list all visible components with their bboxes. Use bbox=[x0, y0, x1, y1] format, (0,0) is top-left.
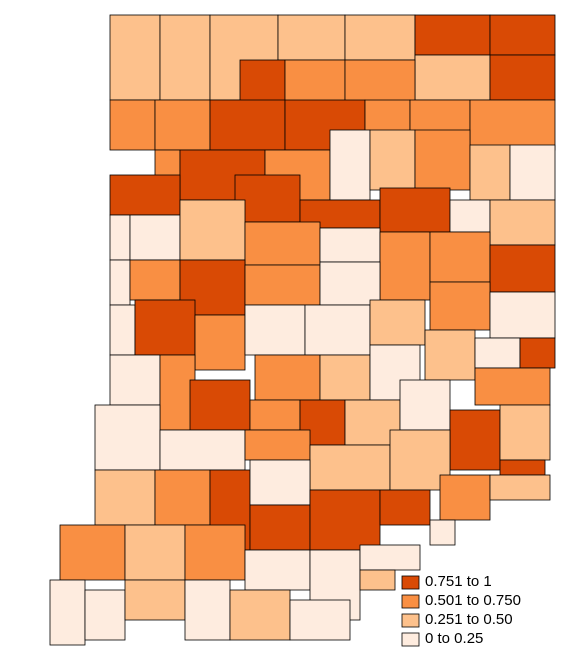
county bbox=[134, 299, 196, 356]
county bbox=[234, 174, 301, 223]
county bbox=[109, 214, 131, 261]
county bbox=[489, 474, 551, 501]
county bbox=[249, 399, 301, 431]
legend-label: 0.751 to 1 bbox=[425, 573, 492, 590]
county bbox=[129, 259, 181, 301]
county bbox=[254, 354, 321, 401]
county bbox=[209, 99, 286, 151]
county bbox=[109, 304, 136, 356]
legend-label: 0.251 to 0.50 bbox=[425, 611, 513, 628]
county bbox=[344, 14, 416, 61]
county bbox=[489, 14, 556, 56]
county bbox=[399, 379, 451, 431]
county bbox=[449, 409, 501, 471]
legend-swatch bbox=[401, 594, 420, 609]
county bbox=[329, 129, 371, 201]
county bbox=[469, 99, 556, 151]
county bbox=[179, 199, 246, 261]
county bbox=[124, 524, 186, 581]
county bbox=[124, 579, 186, 621]
county bbox=[509, 144, 556, 201]
county bbox=[309, 489, 381, 551]
county bbox=[429, 281, 491, 331]
legend-swatch bbox=[401, 632, 420, 647]
county bbox=[319, 227, 381, 263]
legend: 0.751 to 1 0.501 to 0.750 0.251 to 0.50 0 t… bbox=[401, 573, 521, 647]
county bbox=[369, 129, 416, 191]
county bbox=[429, 231, 491, 283]
county bbox=[184, 524, 246, 581]
county bbox=[319, 261, 381, 306]
county bbox=[159, 429, 246, 471]
county bbox=[249, 459, 311, 506]
county bbox=[489, 199, 556, 246]
county bbox=[244, 304, 306, 356]
county bbox=[244, 264, 321, 306]
county bbox=[429, 519, 456, 546]
county bbox=[289, 599, 351, 641]
county bbox=[84, 589, 126, 641]
county bbox=[94, 404, 161, 471]
counties bbox=[49, 14, 556, 646]
county bbox=[194, 314, 246, 371]
county bbox=[359, 569, 396, 591]
county bbox=[414, 129, 471, 191]
county bbox=[159, 14, 211, 101]
county bbox=[304, 304, 371, 356]
legend-label: 0.501 to 0.750 bbox=[425, 592, 521, 609]
county bbox=[489, 54, 556, 101]
county bbox=[499, 404, 551, 461]
county bbox=[184, 579, 231, 641]
county bbox=[414, 14, 491, 56]
county bbox=[154, 469, 211, 526]
county bbox=[319, 354, 371, 401]
county bbox=[414, 54, 491, 101]
county bbox=[519, 337, 556, 369]
county bbox=[379, 231, 431, 301]
county bbox=[379, 489, 431, 526]
county bbox=[344, 59, 416, 106]
county bbox=[189, 379, 251, 431]
county bbox=[244, 429, 311, 461]
county bbox=[489, 244, 556, 293]
legend-swatch bbox=[401, 575, 420, 590]
county bbox=[489, 291, 556, 339]
county bbox=[229, 589, 291, 641]
legend-label: 0 to 0.25 bbox=[425, 630, 483, 647]
county bbox=[244, 549, 311, 591]
legend-swatch bbox=[401, 613, 420, 628]
county bbox=[379, 187, 451, 233]
county bbox=[129, 214, 181, 261]
county bbox=[109, 14, 161, 101]
county bbox=[244, 221, 321, 266]
county bbox=[449, 199, 491, 233]
county bbox=[59, 524, 126, 581]
county bbox=[239, 59, 286, 106]
county bbox=[154, 99, 211, 151]
county bbox=[474, 337, 521, 369]
county bbox=[369, 299, 426, 346]
county bbox=[499, 459, 546, 476]
county bbox=[309, 444, 391, 491]
county bbox=[109, 354, 161, 406]
county bbox=[94, 469, 156, 526]
county bbox=[277, 14, 346, 61]
county bbox=[109, 259, 131, 306]
county bbox=[109, 174, 181, 216]
county bbox=[474, 367, 551, 406]
county bbox=[284, 59, 346, 106]
county bbox=[49, 579, 86, 646]
county bbox=[249, 504, 311, 551]
county bbox=[424, 329, 476, 381]
county bbox=[359, 544, 421, 571]
county bbox=[439, 474, 491, 521]
county bbox=[109, 99, 156, 151]
county bbox=[469, 144, 511, 201]
